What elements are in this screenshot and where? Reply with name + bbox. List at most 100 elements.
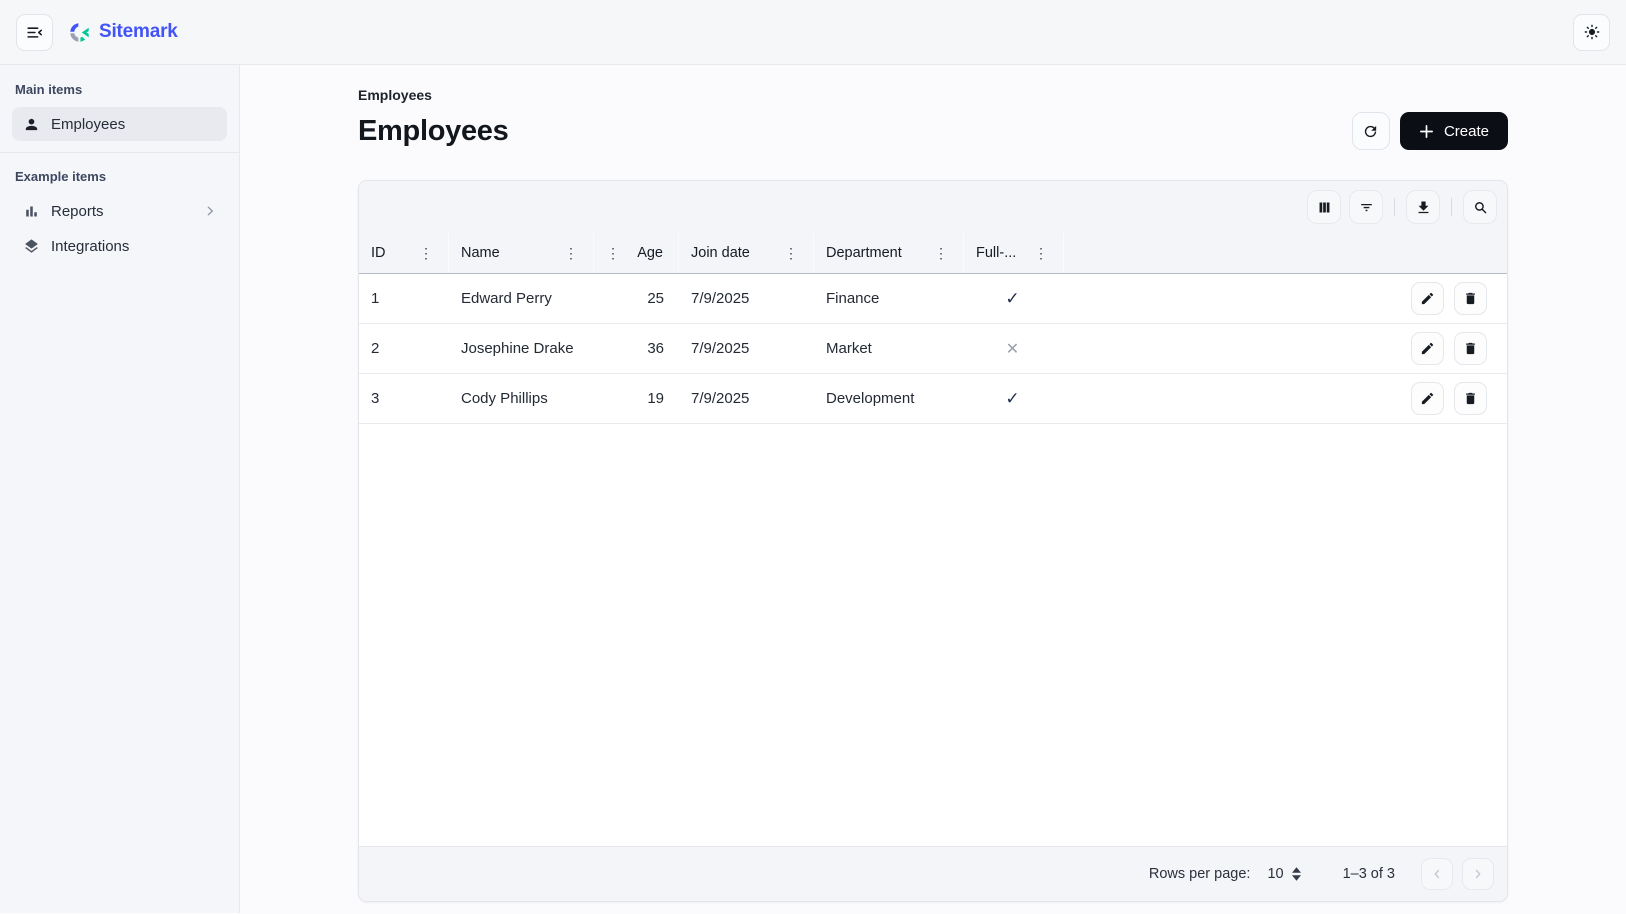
plus-icon [1419, 124, 1434, 139]
columns-icon [1316, 199, 1333, 216]
delete-button[interactable] [1454, 382, 1487, 415]
sun-icon [1583, 23, 1601, 41]
cell-age: 19 [647, 390, 664, 407]
cell-id: 2 [371, 340, 380, 357]
edit-button[interactable] [1411, 332, 1444, 365]
cell-id: 1 [371, 290, 380, 307]
chevron-right-icon [1471, 867, 1485, 881]
row-actions [1411, 282, 1507, 315]
column-header-join-date[interactable]: Join date ⋮ [679, 233, 814, 273]
brand-logo[interactable]: Sitemark [68, 21, 178, 44]
edit-button[interactable] [1411, 282, 1444, 315]
sidebar: Main items Employees Example items Repor… [0, 65, 240, 913]
breadcrumb[interactable]: Employees [358, 87, 432, 103]
sidebar-item-reports[interactable]: Reports [12, 194, 227, 228]
cell-join-date: 7/9/2025 [691, 390, 750, 407]
create-button-label: Create [1443, 122, 1489, 140]
column-header-spacer [1064, 233, 1507, 273]
sidebar-section-main: Main items [15, 82, 83, 97]
column-label: Name [461, 245, 500, 261]
table-row[interactable]: 1 Edward Perry 25 7/9/2025 Finance ✓ [359, 274, 1507, 324]
brand-name: Sitemark [99, 21, 178, 42]
row-actions [1411, 332, 1507, 365]
column-label: Age [637, 245, 663, 261]
row-actions [1411, 382, 1507, 415]
export-icon [1415, 199, 1432, 216]
grid-toolbar [359, 181, 1507, 233]
select-updown-icon [1291, 867, 1301, 881]
menu-fold-icon [25, 23, 44, 42]
columns-button[interactable] [1307, 190, 1341, 224]
next-page-button[interactable] [1462, 858, 1494, 890]
collapse-sidebar-button[interactable] [16, 13, 53, 51]
rows-per-page-value: 10 [1267, 866, 1284, 882]
cell-age: 36 [647, 340, 664, 357]
cell-department: Finance [826, 290, 880, 307]
theme-toggle-button[interactable] [1573, 13, 1610, 51]
full-time-indicator: ✕ [1005, 340, 1020, 358]
sitemark-logo-icon [68, 21, 91, 44]
sidebar-item-label: Reports [51, 202, 104, 220]
cell-id: 3 [371, 390, 380, 407]
search-icon [1472, 199, 1489, 216]
data-grid: ID ⋮ Name ⋮ ⋮ Age Join date ⋮ [358, 180, 1508, 902]
layers-icon [22, 238, 40, 255]
table-header: ID ⋮ Name ⋮ ⋮ Age Join date ⋮ [359, 233, 1507, 274]
full-time-indicator: ✓ [1005, 288, 1020, 308]
column-menu-icon[interactable]: ⋮ [1034, 245, 1048, 261]
column-header-name[interactable]: Name ⋮ [449, 233, 594, 273]
column-label: ID [371, 245, 386, 261]
chevron-left-icon [1430, 867, 1444, 881]
column-header-age[interactable]: ⋮ Age [594, 233, 679, 273]
column-label: Department [826, 245, 902, 261]
cell-name: Cody Phillips [461, 390, 548, 407]
column-menu-icon[interactable]: ⋮ [564, 245, 578, 261]
previous-page-button[interactable] [1421, 858, 1453, 890]
refresh-icon [1362, 123, 1379, 140]
pencil-icon [1420, 391, 1435, 406]
cell-name: Josephine Drake [461, 340, 574, 357]
sidebar-divider [0, 152, 239, 153]
delete-button[interactable] [1454, 332, 1487, 365]
cell-join-date: 7/9/2025 [691, 340, 750, 357]
search-button[interactable] [1463, 190, 1497, 224]
sidebar-item-label: Employees [51, 115, 126, 133]
column-label: Join date [691, 245, 750, 261]
cell-join-date: 7/9/2025 [691, 290, 750, 307]
sidebar-item-employees[interactable]: Employees [12, 107, 227, 141]
table-row[interactable]: 2 Josephine Drake 36 7/9/2025 Market ✕ [359, 324, 1507, 374]
column-menu-icon[interactable]: ⋮ [784, 245, 798, 261]
sidebar-item-label: Integrations [51, 237, 130, 255]
person-icon [22, 116, 40, 133]
column-header-department[interactable]: Department ⋮ [814, 233, 964, 273]
sidebar-section-example: Example items [15, 169, 107, 184]
filter-icon [1358, 199, 1375, 216]
bar-chart-icon [22, 203, 40, 220]
rows-per-page-label: Rows per page: [1148, 866, 1251, 882]
trash-icon [1463, 341, 1478, 356]
cell-name: Edward Perry [461, 290, 552, 307]
column-menu-icon[interactable]: ⋮ [934, 245, 948, 261]
column-menu-icon[interactable]: ⋮ [606, 245, 620, 261]
chevron-right-icon [203, 204, 217, 218]
refresh-button[interactable] [1351, 112, 1390, 150]
create-button[interactable]: Create [1399, 112, 1508, 150]
export-button[interactable] [1406, 190, 1440, 224]
delete-button[interactable] [1454, 282, 1487, 315]
edit-button[interactable] [1411, 382, 1444, 415]
cell-age: 25 [647, 290, 664, 307]
trash-icon [1463, 391, 1478, 406]
column-header-id[interactable]: ID ⋮ [359, 233, 449, 273]
column-menu-icon[interactable]: ⋮ [419, 245, 433, 261]
pagination-range: 1–3 of 3 [1342, 866, 1395, 882]
table-body: 1 Edward Perry 25 7/9/2025 Finance ✓ [359, 274, 1507, 846]
column-label: Full-... [976, 245, 1017, 261]
table-row[interactable]: 3 Cody Phillips 19 7/9/2025 Development … [359, 374, 1507, 424]
cell-department: Development [826, 390, 915, 407]
rows-per-page-select[interactable]: 10 [1267, 866, 1301, 882]
cell-department: Market [826, 340, 872, 357]
filter-button[interactable] [1349, 190, 1383, 224]
column-header-full-time[interactable]: Full-... ⋮ [964, 233, 1064, 273]
sidebar-item-integrations[interactable]: Integrations [12, 229, 227, 263]
pencil-icon [1420, 341, 1435, 356]
